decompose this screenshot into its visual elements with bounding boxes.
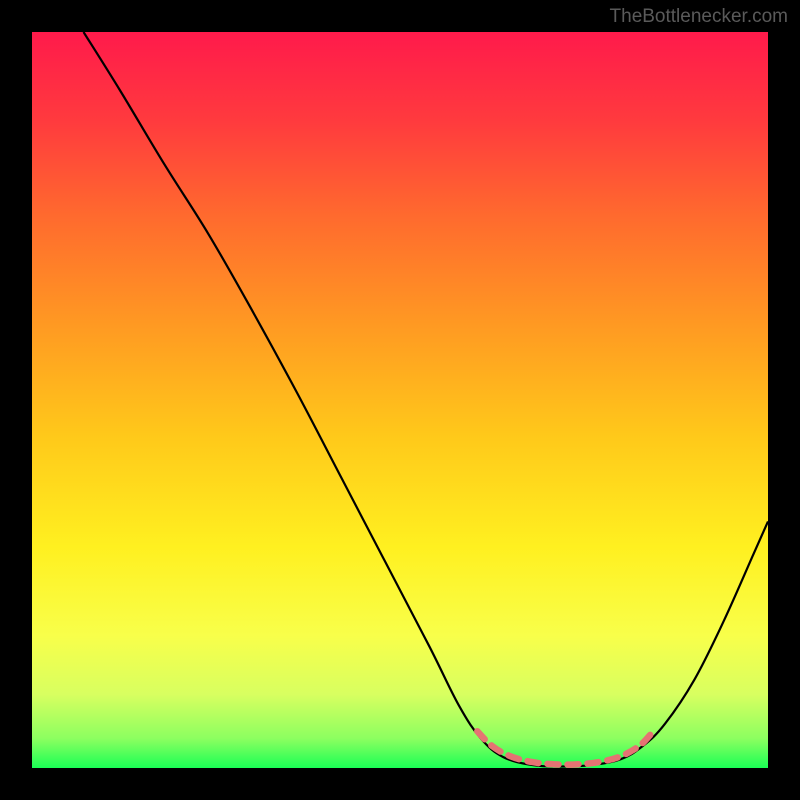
watermark-text: TheBottlenecker.com	[610, 6, 788, 28]
chart-plot-area	[32, 32, 768, 768]
chart-svg-layer	[32, 32, 768, 768]
optimal-range-curve	[477, 731, 650, 764]
bottleneck-curve	[84, 32, 768, 767]
